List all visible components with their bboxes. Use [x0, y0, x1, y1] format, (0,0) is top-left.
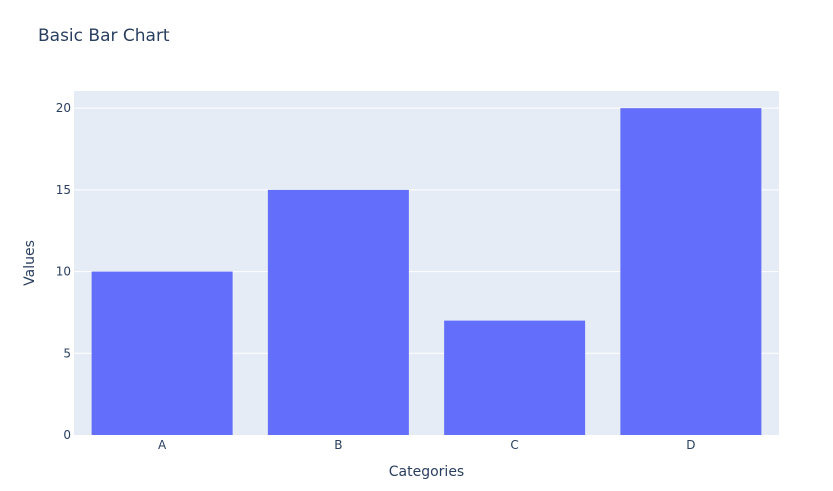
y-tick-label: 20	[56, 101, 71, 115]
bar-A[interactable]	[91, 271, 233, 435]
y-tick-label: 5	[63, 346, 71, 360]
y-axis-label: Values	[22, 240, 38, 286]
bar-B[interactable]	[267, 189, 409, 435]
y-tick-label: 10	[56, 265, 71, 279]
y-tick-label: 15	[56, 183, 71, 197]
bar-D[interactable]	[620, 108, 762, 435]
x-tick-label: C	[510, 438, 518, 452]
x-axis-label: Categories	[389, 464, 464, 480]
chart-title: Basic Bar Chart	[38, 26, 170, 46]
bar-C[interactable]	[444, 320, 586, 435]
x-tick-label: B	[334, 438, 342, 452]
y-tick-label: 0	[63, 428, 71, 442]
x-tick-label: D	[686, 438, 695, 452]
x-tick-label: A	[158, 438, 167, 452]
